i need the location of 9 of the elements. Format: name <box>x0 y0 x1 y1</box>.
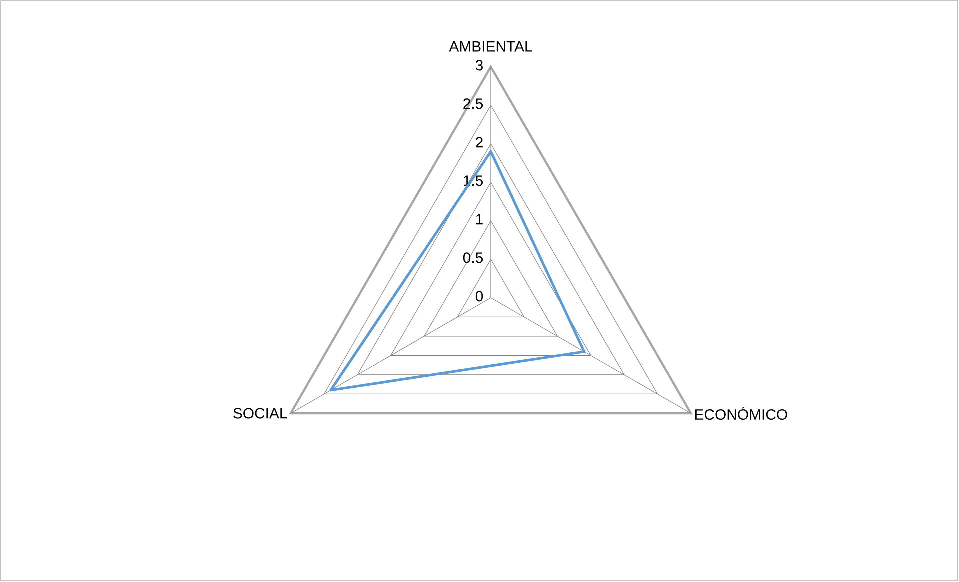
y-tick-label: 0.5 <box>463 252 484 264</box>
spoke-label: ECONÓMICO <box>695 406 788 420</box>
spoke-label: AMBIENTAL <box>449 42 532 52</box>
y-tick-label: 3 <box>476 60 483 71</box>
spoke-label: SOCIAL <box>234 408 288 419</box>
y-tick-label: 2 <box>476 137 483 148</box>
y-tick-label: 1 <box>476 214 483 225</box>
y-tick-label: 2.5 <box>464 98 484 110</box>
y-tick-label: 0 <box>476 291 484 302</box>
